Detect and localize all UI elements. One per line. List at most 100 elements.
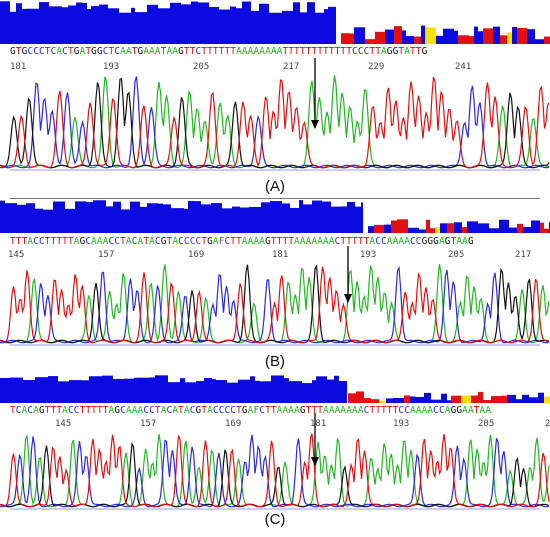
quality-bar [544, 228, 549, 233]
base-call: C [352, 46, 358, 57]
base-call: T [143, 236, 150, 247]
base-call: G [421, 46, 428, 57]
quality-bar [242, 1, 251, 45]
quality-bar [414, 36, 421, 44]
base-call: A [137, 236, 144, 247]
quality-bar [289, 381, 302, 403]
quality-bar [193, 201, 201, 233]
quality-bar [113, 378, 124, 403]
base-call: C [50, 46, 57, 57]
quality-bar [93, 200, 106, 233]
base-call: C [120, 405, 126, 416]
quality-bar [22, 8, 27, 45]
quality-bar [158, 203, 163, 233]
base-call: A [323, 236, 329, 247]
base-call: T [154, 405, 161, 416]
quality-bar [307, 2, 315, 44]
base-call: T [15, 236, 22, 247]
quality-bar [43, 209, 53, 233]
base-call: T [207, 46, 213, 57]
quality-bar [0, 200, 5, 233]
base-call: T [201, 46, 208, 57]
quality-bar [299, 200, 303, 233]
base-call: T [282, 46, 289, 57]
position-number: 217 [283, 62, 300, 72]
base-call: A [294, 405, 300, 416]
quality-bar [394, 26, 402, 44]
position-number: 181 [310, 419, 327, 429]
base-call: G [178, 46, 184, 57]
base-call: C [38, 46, 45, 57]
position-number: 217 [515, 250, 532, 260]
quality-bar [284, 378, 289, 403]
base-call: A [259, 46, 266, 57]
base-call: G [96, 46, 103, 57]
base-call: T [108, 46, 115, 57]
quality-bar [371, 399, 379, 403]
position-number: 145 [8, 250, 25, 260]
quality-bar [147, 203, 158, 233]
quality-bar [364, 398, 371, 403]
position-number: 205 [448, 250, 465, 260]
base-call: T [56, 236, 63, 247]
trace-g [0, 442, 550, 508]
base-call: C [230, 405, 237, 416]
base-call: G [456, 405, 463, 416]
quality-bar [212, 379, 216, 403]
base-call: A [241, 236, 248, 247]
base-call: T [218, 46, 225, 57]
quality-bar [240, 207, 249, 233]
quality-bar [419, 229, 426, 233]
quality-bar [391, 220, 397, 233]
base-call: A [253, 236, 260, 247]
base-call: F [253, 405, 260, 416]
quality-bar [426, 219, 430, 233]
trace-t [0, 266, 550, 344]
base-call: T [311, 405, 318, 416]
base-call: A [404, 46, 410, 57]
base-call: G [444, 236, 451, 247]
base-call: C [27, 405, 34, 416]
trace-plot-b [0, 246, 550, 346]
base-call: A [479, 405, 486, 416]
base-call: T [224, 46, 231, 57]
base-call: T [323, 46, 329, 57]
caption-c: (C) [264, 511, 286, 528]
quality-bar [408, 227, 419, 233]
base-call: G [160, 236, 167, 247]
quality-bar [347, 201, 355, 233]
base-call: T [201, 405, 208, 416]
base-call: A [62, 405, 68, 416]
quality-bar [87, 9, 91, 44]
quality-bar [147, 4, 158, 45]
base-call: A [340, 405, 347, 416]
quality-bar [435, 227, 440, 233]
quality-bar [250, 376, 255, 403]
base-call: G [73, 46, 80, 57]
quality-bar [119, 12, 131, 44]
quality-bar [527, 29, 535, 44]
base-call: T [282, 236, 289, 247]
base-call: T [131, 46, 138, 57]
base-call: C [102, 46, 109, 57]
quality-bar [489, 228, 499, 233]
base-call: A [149, 236, 155, 247]
quality-bar [155, 375, 168, 403]
quality-bar [17, 204, 26, 233]
base-call: C [363, 405, 370, 416]
base-call: A [259, 236, 266, 247]
base-call: C [195, 46, 202, 57]
base-call: T [44, 46, 51, 57]
quality-bar [469, 36, 474, 44]
quality-bar [348, 393, 356, 403]
quality-bar [406, 36, 414, 44]
base-call: T [21, 236, 28, 247]
base-call: T [50, 405, 57, 416]
position-numbers-a: 181 193 205 217 229 241 [0, 62, 550, 74]
base-call: C [438, 405, 445, 416]
base-call: G [137, 46, 144, 57]
quality-bars-a [0, 1, 550, 45]
quality-bar [379, 400, 386, 403]
position-number: 217 [545, 419, 550, 429]
quality-bar [184, 208, 188, 233]
